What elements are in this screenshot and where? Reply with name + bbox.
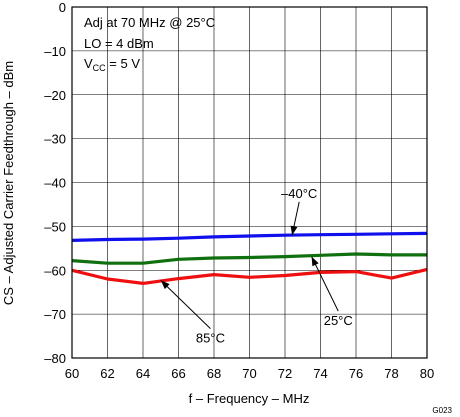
y-tick-label: –80 bbox=[44, 351, 66, 366]
x-tick-label: 80 bbox=[420, 366, 434, 381]
condition-vcc-value: = 5 V bbox=[106, 56, 141, 71]
condition-adj: Adj at 70 MHz @ 25°C bbox=[84, 15, 215, 30]
series-annotation-label: –40°C bbox=[281, 186, 317, 201]
y-tick-label: –50 bbox=[44, 219, 66, 234]
x-tick-label: 78 bbox=[384, 366, 398, 381]
figure-code: G023 bbox=[432, 406, 452, 415]
y-tick-label: –10 bbox=[44, 44, 66, 59]
annotation-arrowhead bbox=[311, 256, 319, 267]
x-tick-label: 70 bbox=[242, 366, 256, 381]
conditions-box: Adj at 70 MHz @ 25°C LO = 4 dBm VCC = 5 … bbox=[84, 15, 215, 73]
x-tick-label: 72 bbox=[278, 366, 292, 381]
y-tick-label: –40 bbox=[44, 176, 66, 191]
condition-vcc: VCC = 5 V bbox=[84, 56, 140, 73]
annotation-leader bbox=[160, 279, 211, 330]
condition-vcc-subscript: CC bbox=[93, 63, 106, 73]
series-line bbox=[71, 267, 428, 285]
x-tick-label: 60 bbox=[65, 366, 79, 381]
y-tick-label: –70 bbox=[44, 307, 66, 322]
y-tick-label: –20 bbox=[44, 88, 66, 103]
series-annotation-label: 85°C bbox=[196, 331, 225, 346]
x-axis-label: f – Frequency – MHz bbox=[189, 391, 310, 406]
x-tick-label: 76 bbox=[349, 366, 363, 381]
series-annotations: –40°C 25°C 85°C bbox=[160, 186, 353, 346]
x-tick-label: 74 bbox=[313, 366, 327, 381]
x-tick-label: 68 bbox=[207, 366, 221, 381]
series-line bbox=[71, 252, 427, 265]
x-tick-label: 66 bbox=[171, 366, 185, 381]
y-axis-label: CS – Adjusted Carrier Feedthrough – dBm bbox=[1, 61, 16, 305]
series-annotation-label: 25°C bbox=[324, 313, 353, 328]
x-tick-label: 62 bbox=[100, 366, 114, 381]
plot-frame bbox=[71, 6, 428, 359]
series-line bbox=[71, 231, 428, 242]
y-tick-label: –60 bbox=[44, 263, 66, 278]
x-tick-label: 64 bbox=[136, 366, 150, 381]
tick-labels: 60 62 64 66 68 70 72 74 76 78 80 0 –10 –20 –30 –40 –50 –6… bbox=[44, 0, 434, 381]
annotation-leader bbox=[311, 256, 339, 312]
y-tick-label: –30 bbox=[44, 132, 66, 147]
condition-vcc-prefix: V bbox=[84, 56, 93, 71]
series-layer bbox=[71, 231, 428, 285]
annotation-arrowhead bbox=[160, 280, 170, 290]
y-tick-label: 0 bbox=[59, 0, 66, 15]
condition-lo: LO = 4 dBm bbox=[84, 36, 154, 51]
annotation-arrowhead bbox=[290, 225, 298, 236]
